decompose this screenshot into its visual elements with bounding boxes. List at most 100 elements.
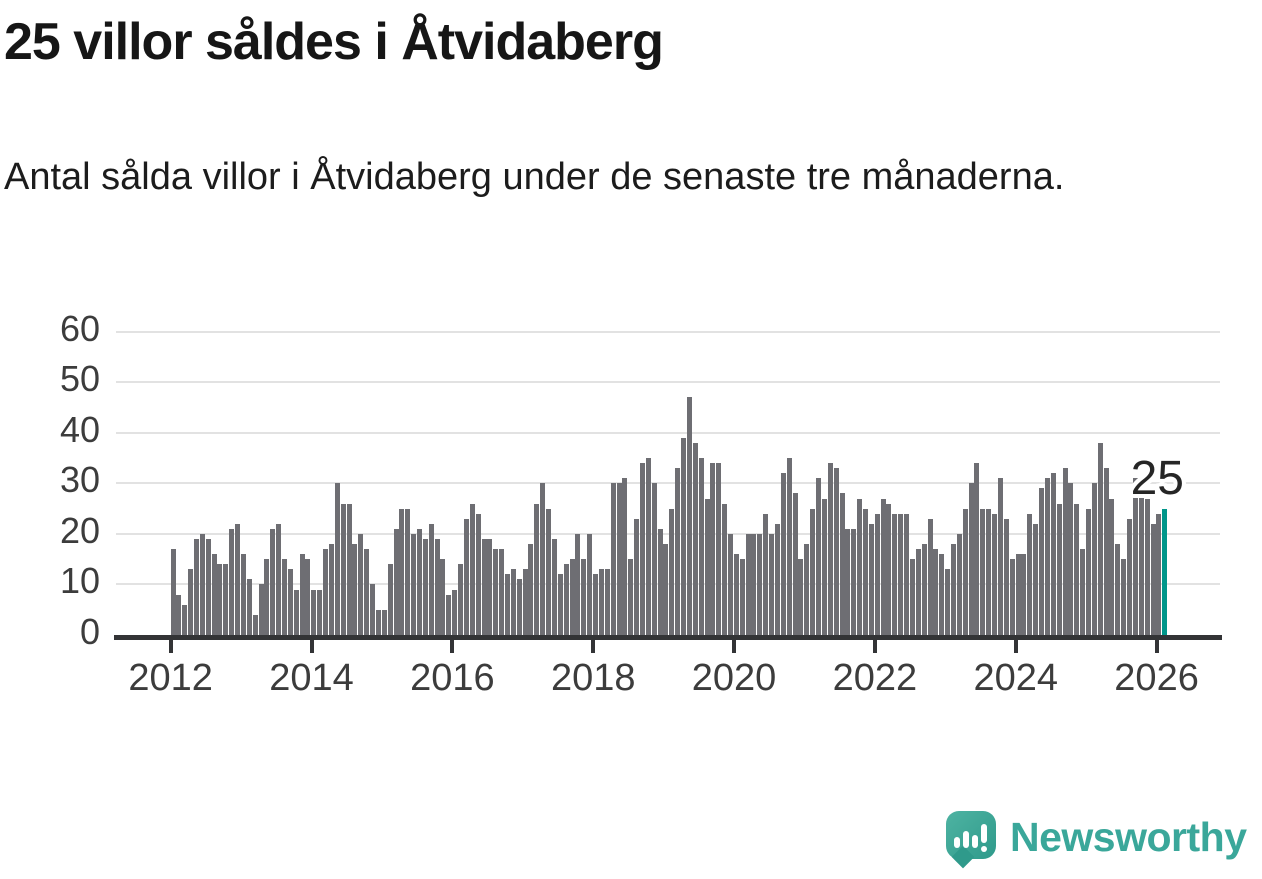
bar: [886, 504, 892, 635]
bar: [945, 569, 951, 635]
bar: [810, 509, 816, 635]
bar: [728, 534, 733, 635]
bar: [193, 539, 199, 635]
bar: [663, 544, 669, 635]
bar: [499, 549, 505, 635]
bar: [634, 519, 640, 635]
bar: [974, 463, 980, 635]
bar: [821, 499, 827, 635]
logo-chart-bar-icon: [954, 837, 960, 848]
bar: [622, 478, 628, 635]
bar: [516, 579, 522, 635]
bar: [722, 504, 728, 635]
bar: [851, 529, 857, 635]
bar: [364, 549, 370, 635]
bar: [628, 559, 634, 635]
bar: [1050, 473, 1056, 635]
bar: [293, 590, 299, 635]
gridline: [116, 381, 1220, 384]
bar: [980, 509, 986, 635]
bar: [968, 483, 974, 635]
bar: [346, 504, 352, 635]
bar: [1144, 499, 1150, 635]
bar: [645, 458, 651, 635]
bar: [299, 554, 305, 635]
highlight-value-label: 25: [1130, 452, 1184, 505]
bar: [915, 549, 921, 635]
bar: [992, 514, 998, 635]
logo-chart-bar-icon: [963, 831, 969, 848]
bar: [399, 509, 405, 635]
bar: [211, 554, 217, 635]
bar: [381, 610, 387, 635]
bar: [282, 559, 287, 635]
bar: [780, 473, 786, 635]
bar: [1085, 509, 1091, 635]
bar: [1003, 519, 1009, 635]
logo-exclamation-icon: [981, 824, 987, 843]
bar: [951, 544, 956, 635]
x-axis-tick: [1013, 640, 1018, 653]
bar: [1097, 443, 1103, 635]
bar: [463, 519, 469, 635]
bar: [927, 519, 933, 635]
bar: [493, 549, 499, 635]
bar: [751, 534, 757, 635]
gridline: [116, 532, 1220, 535]
bar: [246, 579, 252, 635]
bar: [411, 534, 417, 635]
gridline: [116, 330, 1220, 333]
newsworthy-logo-icon: [946, 811, 996, 859]
bar: [933, 549, 939, 635]
bar: [587, 534, 593, 635]
bar: [616, 483, 622, 635]
bar: [816, 478, 822, 635]
y-axis-tick-label: 20: [59, 509, 100, 551]
bar: [669, 509, 675, 635]
y-axis-tick-label: 10: [59, 560, 100, 602]
bar: [857, 499, 863, 635]
x-axis-tick: [168, 640, 173, 653]
bar: [710, 463, 716, 635]
bar: [704, 499, 710, 635]
bar: [769, 534, 775, 635]
bar: [205, 539, 211, 635]
bar: [862, 509, 868, 635]
bar: [868, 524, 874, 635]
bar: [375, 610, 381, 635]
bar: [956, 534, 962, 635]
bar: [804, 544, 810, 635]
bar: [1156, 514, 1162, 635]
bar: [528, 544, 534, 635]
bar: [235, 524, 241, 635]
bar: [1121, 559, 1127, 635]
x-axis-tick: [450, 640, 455, 653]
bar: [334, 483, 340, 635]
bar: [757, 534, 763, 635]
x-axis-tick-label: 2020: [691, 657, 777, 699]
bar: [240, 554, 246, 635]
bar: [792, 493, 798, 635]
x-axis-tick: [872, 640, 877, 653]
bar: [305, 559, 311, 635]
bar: [1021, 554, 1027, 635]
bar: [939, 554, 945, 635]
bar: [1009, 559, 1015, 635]
newsworthy-wordmark: Newsworthy: [1010, 814, 1247, 860]
x-axis-tick-label: 2012: [128, 657, 213, 699]
bar: [657, 529, 663, 635]
bar: [1091, 483, 1097, 635]
bar: [170, 549, 176, 635]
bar: [698, 458, 704, 635]
bar: [839, 493, 845, 635]
bar: [1044, 478, 1050, 635]
bar: [874, 514, 880, 635]
bar: [311, 590, 317, 635]
bar: [387, 564, 393, 635]
bar: [1056, 504, 1062, 635]
bar: [446, 595, 452, 635]
x-axis-line: [114, 635, 1222, 640]
bar: [1033, 524, 1039, 635]
x-axis-tick-label: 2014: [269, 657, 354, 699]
bar: [1074, 504, 1080, 635]
